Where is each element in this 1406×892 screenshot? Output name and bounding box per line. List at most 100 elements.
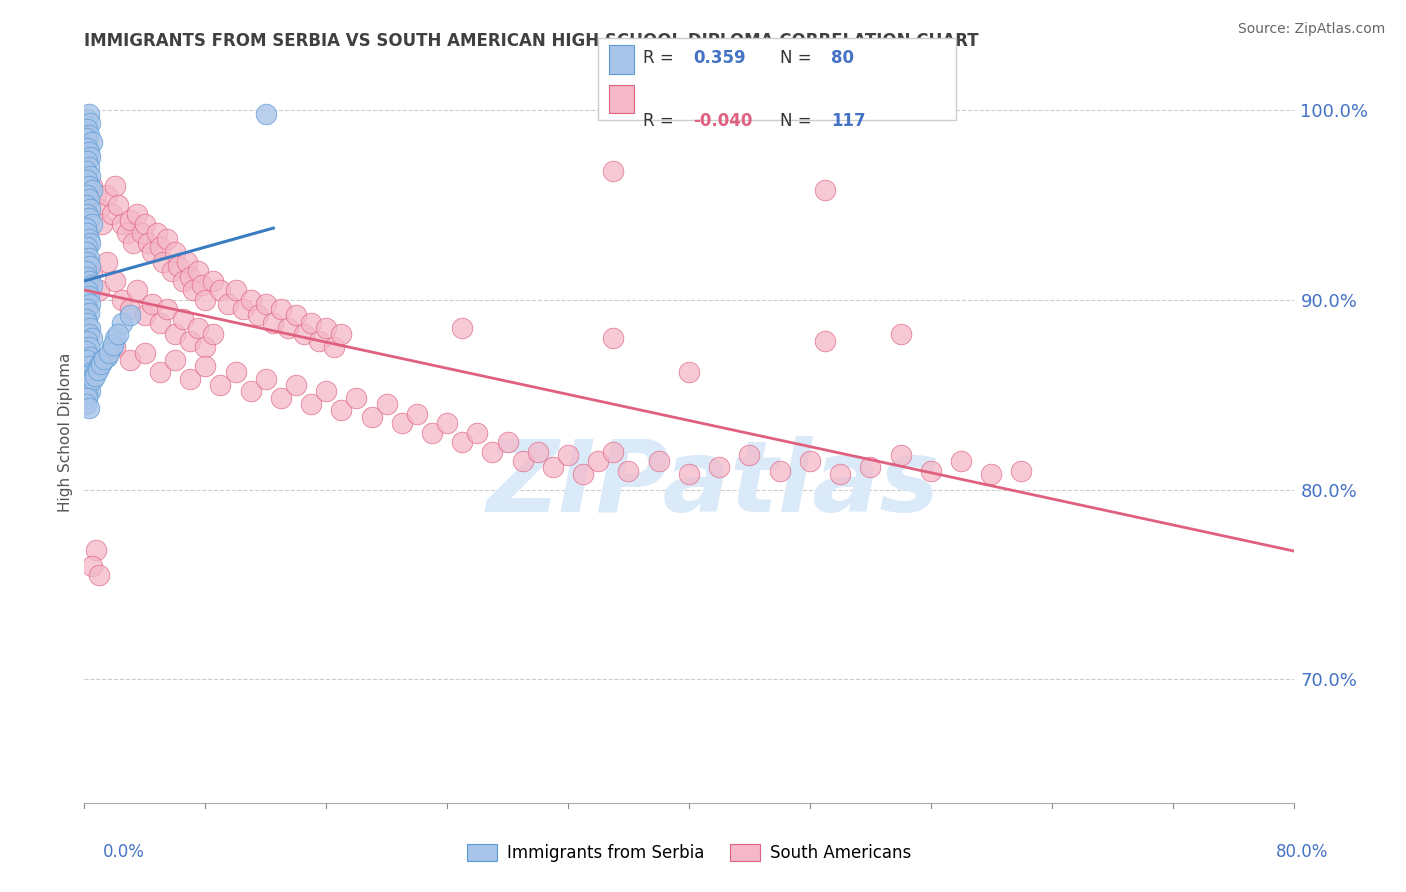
Point bbox=[80, 277, 103, 292]
Point bbox=[149, 365, 172, 379]
Text: 80.0%: 80.0% bbox=[1277, 843, 1329, 861]
Point bbox=[270, 302, 292, 317]
Point bbox=[76, 227, 98, 241]
Point bbox=[149, 239, 172, 253]
Point bbox=[96, 350, 118, 364]
Point bbox=[141, 245, 163, 260]
Point bbox=[602, 444, 624, 458]
Point bbox=[76, 239, 98, 253]
Point bbox=[76, 121, 98, 136]
Text: -0.040: -0.040 bbox=[693, 112, 752, 129]
Point bbox=[76, 173, 98, 187]
Text: R =: R = bbox=[643, 112, 679, 129]
Point bbox=[89, 568, 111, 582]
Point bbox=[308, 334, 330, 349]
Point bbox=[104, 274, 127, 288]
Point bbox=[91, 353, 114, 368]
Point bbox=[77, 160, 100, 174]
Point bbox=[89, 202, 111, 216]
Point bbox=[80, 365, 103, 379]
Point bbox=[115, 227, 138, 241]
Point bbox=[602, 163, 624, 178]
Point bbox=[617, 464, 640, 478]
Point bbox=[107, 198, 129, 212]
Point bbox=[890, 449, 912, 463]
Point bbox=[156, 232, 179, 246]
Point bbox=[80, 183, 103, 197]
Point bbox=[299, 316, 322, 330]
Point bbox=[172, 274, 194, 288]
Point bbox=[77, 326, 100, 341]
Point bbox=[127, 207, 149, 221]
Point bbox=[270, 392, 292, 406]
Point bbox=[602, 331, 624, 345]
Point bbox=[239, 293, 262, 307]
Point bbox=[127, 283, 149, 297]
Point bbox=[156, 302, 179, 317]
Point bbox=[239, 384, 262, 398]
Point bbox=[76, 283, 98, 297]
Point bbox=[187, 321, 209, 335]
Point bbox=[75, 311, 97, 326]
Point bbox=[104, 331, 127, 345]
Point bbox=[76, 188, 98, 202]
Point bbox=[75, 198, 97, 212]
Point bbox=[118, 213, 141, 227]
Point bbox=[814, 334, 837, 349]
Point bbox=[86, 365, 108, 379]
Point bbox=[79, 202, 101, 216]
Point bbox=[76, 334, 98, 349]
Point bbox=[75, 245, 97, 260]
Point bbox=[980, 467, 1002, 482]
Point bbox=[648, 454, 671, 468]
Point bbox=[588, 454, 610, 468]
Point bbox=[80, 331, 103, 345]
Point bbox=[232, 302, 254, 317]
Point bbox=[451, 321, 474, 335]
Point bbox=[176, 254, 198, 268]
Point bbox=[79, 384, 101, 398]
Text: 0.359: 0.359 bbox=[693, 49, 745, 67]
Point bbox=[79, 296, 101, 310]
Point bbox=[79, 116, 101, 130]
Text: 0.0%: 0.0% bbox=[103, 843, 145, 861]
Y-axis label: High School Diploma: High School Diploma bbox=[58, 353, 73, 512]
Point bbox=[225, 365, 247, 379]
Text: IMMIGRANTS FROM SERBIA VS SOUTH AMERICAN HIGH SCHOOL DIPLOMA CORRELATION CHART: IMMIGRANTS FROM SERBIA VS SOUTH AMERICAN… bbox=[84, 32, 979, 50]
Point bbox=[315, 384, 337, 398]
Point bbox=[76, 112, 98, 127]
Point bbox=[76, 368, 98, 383]
Point bbox=[96, 188, 118, 202]
Point bbox=[118, 302, 141, 317]
Point bbox=[118, 308, 141, 322]
Point bbox=[79, 350, 101, 364]
Point bbox=[799, 454, 821, 468]
Point bbox=[111, 217, 134, 231]
Point bbox=[75, 397, 97, 411]
Point bbox=[467, 425, 489, 440]
Point bbox=[76, 316, 98, 330]
Point bbox=[76, 269, 98, 284]
Point bbox=[225, 283, 247, 297]
Point bbox=[79, 235, 101, 250]
Point bbox=[436, 416, 458, 430]
Point bbox=[420, 425, 443, 440]
Point bbox=[179, 334, 201, 349]
Point bbox=[79, 321, 101, 335]
Point bbox=[77, 128, 100, 142]
Point bbox=[209, 283, 232, 297]
Point bbox=[191, 277, 214, 292]
Point bbox=[678, 365, 700, 379]
Point bbox=[165, 245, 187, 260]
Point bbox=[131, 227, 153, 241]
Point bbox=[247, 308, 270, 322]
Point bbox=[277, 321, 299, 335]
Point bbox=[360, 410, 382, 425]
Point bbox=[141, 296, 163, 310]
Point bbox=[100, 207, 122, 221]
Point bbox=[76, 254, 98, 268]
Point bbox=[738, 449, 761, 463]
Point bbox=[920, 464, 942, 478]
Point bbox=[77, 251, 100, 265]
Point bbox=[75, 131, 97, 145]
